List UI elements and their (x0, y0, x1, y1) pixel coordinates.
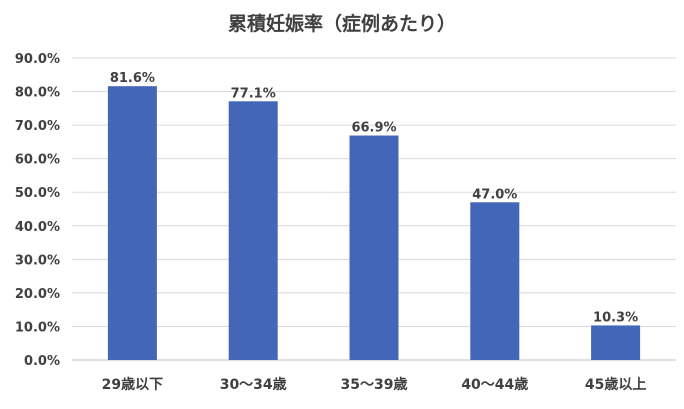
y-tick-label: 10.0% (15, 320, 60, 335)
data-label: 66.9% (351, 121, 396, 136)
y-tick-label: 20.0% (15, 287, 60, 302)
x-tick-label: 35～39歳 (341, 376, 408, 393)
y-tick-label: 40.0% (15, 220, 60, 235)
data-label: 10.3% (593, 310, 638, 325)
y-tick-label: 0.0% (24, 354, 60, 369)
chart-title: 累積妊娠率（症例あたり） (228, 12, 456, 35)
bar-5 (591, 325, 641, 360)
x-tick-label: 29歳以下 (102, 376, 163, 393)
data-labels: 81.6% 77.1% 66.9% 47.0% 10.3% (110, 71, 638, 325)
bar-2 (228, 101, 278, 360)
y-tick-label: 60.0% (15, 153, 60, 168)
y-tick-label: 30.0% (15, 253, 60, 268)
data-label: 81.6% (110, 71, 155, 86)
bars (107, 86, 641, 360)
x-tick-label: 45歳以上 (585, 376, 646, 393)
data-label: 77.1% (231, 86, 276, 101)
y-axis: 0.0% 10.0% 20.0% 30.0% 40.0% 50.0% 60.0% 70.0% 8… (15, 52, 60, 369)
x-tick-label: 40～44歳 (461, 376, 528, 393)
y-tick-label: 50.0% (15, 186, 60, 201)
data-label: 47.0% (472, 187, 517, 202)
bar-4 (470, 202, 520, 360)
y-tick-label: 70.0% (15, 119, 60, 134)
x-tick-label: 30～34歳 (220, 376, 287, 393)
bar-1 (107, 86, 157, 360)
y-tick-label: 80.0% (15, 86, 60, 101)
y-tick-label: 90.0% (15, 52, 60, 67)
bar-3 (349, 135, 399, 360)
x-axis: 29歳以下 30～34歳 35～39歳 40～44歳 45歳以上 (102, 376, 647, 393)
